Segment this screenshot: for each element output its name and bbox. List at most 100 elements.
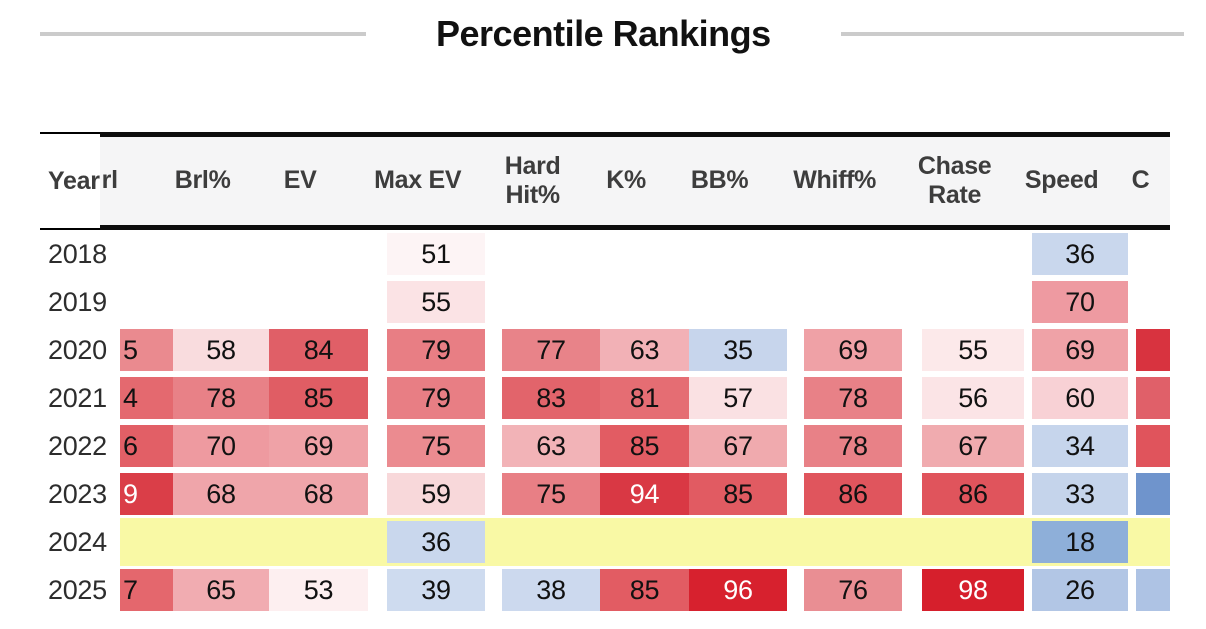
- cell-ev: [269, 281, 368, 323]
- column-group-gap: [1128, 230, 1136, 278]
- cell-bb_pct: 96: [689, 569, 787, 611]
- cell-whiff: 69: [804, 329, 902, 371]
- column-group-gap: [1024, 470, 1032, 518]
- cell-hard_hit: [502, 281, 600, 323]
- column-group-gap: [1128, 326, 1136, 374]
- column-group-gap: [368, 230, 387, 278]
- column-header-brl: rl: [101, 166, 118, 195]
- table-row: 2022 6 70 69 75 63 85 67 78 67 34: [40, 422, 1170, 470]
- cell-hard_hit: 83: [502, 377, 600, 419]
- cell-brl_pct: 78: [173, 377, 269, 419]
- column-group-gap: [787, 422, 804, 470]
- cell-max_ev: 79: [387, 377, 485, 419]
- cell-chase: 98: [922, 569, 1024, 611]
- cell-chase: 55: [922, 329, 1024, 371]
- column-group-gap: [1110, 137, 1118, 225]
- cell-bb_pct: 67: [689, 425, 787, 467]
- cell-chase: [922, 281, 1024, 323]
- column-group-gap: [902, 230, 922, 278]
- row-year-label: 2021: [40, 377, 120, 419]
- highlight-row-underlay: [120, 518, 1170, 566]
- column-group-gap: [1006, 137, 1014, 225]
- column-group-gap: [902, 326, 922, 374]
- column-group-gap: [368, 566, 387, 614]
- cell-brl_pct: 70: [173, 425, 269, 467]
- cell-speed: 18: [1032, 521, 1128, 563]
- cell-ev: 84: [269, 329, 368, 371]
- cell-hard_hit: [502, 233, 600, 275]
- cell-c: [1136, 425, 1170, 467]
- cell-brl: [120, 521, 173, 563]
- cell-k_pct: [600, 281, 689, 323]
- column-group-gap: [787, 566, 804, 614]
- column-header-c: C: [1131, 166, 1150, 195]
- page-title: Percentile Rankings: [436, 13, 771, 54]
- column-header-bb_pct: BB%: [690, 166, 749, 195]
- column-group-gap: [485, 230, 502, 278]
- cell-speed: 70: [1032, 281, 1128, 323]
- cell-brl: 7: [120, 569, 173, 611]
- column-group-gap: [902, 374, 922, 422]
- cell-speed: 34: [1032, 425, 1128, 467]
- cell-brl_pct: [173, 281, 269, 323]
- column-header-ev: EV: [283, 166, 317, 195]
- column-group-gap: [350, 137, 369, 225]
- cell-brl: 9: [120, 473, 173, 515]
- column-group-gap: [485, 374, 502, 422]
- table-row: 2023 9 68 68 59 75 94 85 86 86 33: [40, 470, 1170, 518]
- column-group-gap: [1024, 326, 1032, 374]
- column-group-gap: [1024, 422, 1032, 470]
- cell-hard_hit: 77: [502, 329, 600, 371]
- column-group-gap: [368, 326, 387, 374]
- column-group-gap: [485, 326, 502, 374]
- cell-ev: 69: [269, 425, 368, 467]
- cell-whiff: 78: [804, 377, 902, 419]
- cell-brl_pct: 68: [173, 473, 269, 515]
- column-group-gap: [769, 137, 786, 225]
- column-group-gap: [467, 137, 484, 225]
- cell-hard_hit: 75: [502, 473, 600, 515]
- column-group-gap: [1128, 566, 1136, 614]
- cell-whiff: [804, 521, 902, 563]
- cell-c: [1136, 569, 1170, 611]
- column-group-gap: [902, 566, 922, 614]
- column-group-gap: [787, 326, 804, 374]
- table-header-row: Year rl Brl% EV Max EV Hard Hit% K% BB% Whiff% Ch…: [40, 132, 1170, 230]
- cell-speed: 33: [1032, 473, 1128, 515]
- cell-whiff: 86: [804, 473, 902, 515]
- cell-max_ev: 79: [387, 329, 485, 371]
- cell-c: [1136, 377, 1170, 419]
- cell-k_pct: 81: [600, 377, 689, 419]
- cell-brl: [120, 233, 173, 275]
- column-header-k_pct: K%: [606, 166, 646, 195]
- cell-c: [1136, 281, 1170, 323]
- column-group-gap: [368, 470, 387, 518]
- row-year-label: 2018: [40, 233, 120, 275]
- table-row: 2021 4 78 85 79 83 81 57 78 56 60: [40, 374, 1170, 422]
- title-rule-right: [840, 32, 1184, 36]
- cell-hard_hit: 63: [502, 425, 600, 467]
- column-group-gap: [902, 422, 922, 470]
- cell-ev: 68: [269, 473, 368, 515]
- cell-k_pct: [600, 233, 689, 275]
- cell-k_pct: [600, 521, 689, 563]
- cell-speed: 36: [1032, 233, 1128, 275]
- row-year-label: 2025: [40, 569, 120, 611]
- table-row: 2024 36 18: [40, 518, 1170, 566]
- cell-speed: 26: [1032, 569, 1128, 611]
- cell-brl_pct: 65: [173, 569, 269, 611]
- row-year-label: 2024: [40, 521, 120, 563]
- cell-bb_pct: 35: [689, 329, 787, 371]
- table-row: 2025 7 65 53 39 38 85 96 76 98 26: [40, 566, 1170, 614]
- column-header-whiff: Whiff%: [793, 166, 877, 195]
- cell-chase: [922, 521, 1024, 563]
- row-year-label: 2022: [40, 425, 120, 467]
- table-row: 2019 55 70: [40, 278, 1170, 326]
- cell-ev: 53: [269, 569, 368, 611]
- cell-whiff: 76: [804, 569, 902, 611]
- cell-max_ev: 39: [387, 569, 485, 611]
- column-group-gap: [884, 137, 904, 225]
- cell-c: [1136, 233, 1170, 275]
- cell-whiff: [804, 281, 902, 323]
- cell-bb_pct: 85: [689, 473, 787, 515]
